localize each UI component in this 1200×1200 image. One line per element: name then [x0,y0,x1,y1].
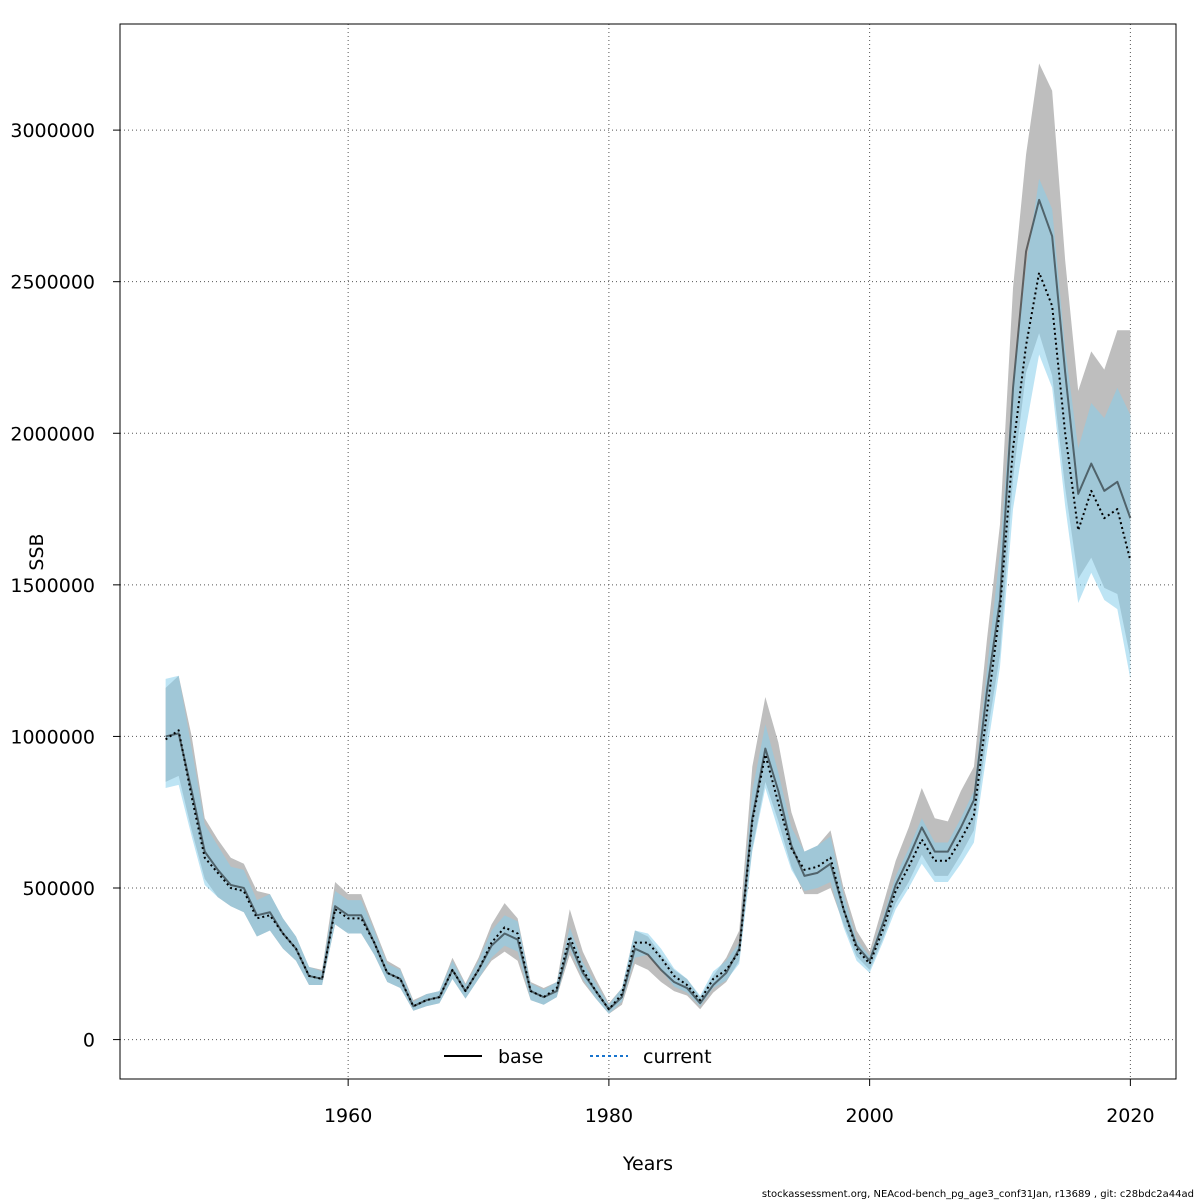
legend: base current [444,1046,712,1068]
x-tick-label: 1980 [585,1105,633,1127]
y-tick-label: 0 [83,1030,95,1052]
x-tick-label: 2000 [845,1105,893,1127]
grid-lines [120,24,1176,1079]
x-axis-title: Years [622,1153,673,1175]
legend-current-label: current [643,1046,712,1068]
x-axis: 1960 1980 2000 2020 [324,1079,1155,1127]
y-tick-label: 2000000 [10,423,95,445]
x-tick-label: 1960 [324,1105,372,1127]
footer-note: stockassessment.org, NEAcod-bench_pg_age… [762,1189,1194,1200]
series-lines [165,198,1132,1011]
confidence-bands [165,63,1131,1014]
y-axis: 0 500000 1000000 1500000 2000000 2500000 30000… [10,120,120,1052]
line-base [165,198,1132,1011]
y-tick-label: 1500000 [10,575,95,597]
y-tick-label: 3000000 [10,120,95,142]
x-tick-label: 2020 [1106,1105,1154,1127]
y-tick-label: 2500000 [10,272,95,294]
plot-frame [119,23,1177,1080]
y-tick-label: 500000 [22,878,95,900]
band-current [165,178,1131,1014]
line-current [165,271,1132,1011]
y-tick-label: 1000000 [10,726,95,748]
y-axis-title: SSB [26,533,48,570]
legend-base-label: base [498,1046,543,1068]
